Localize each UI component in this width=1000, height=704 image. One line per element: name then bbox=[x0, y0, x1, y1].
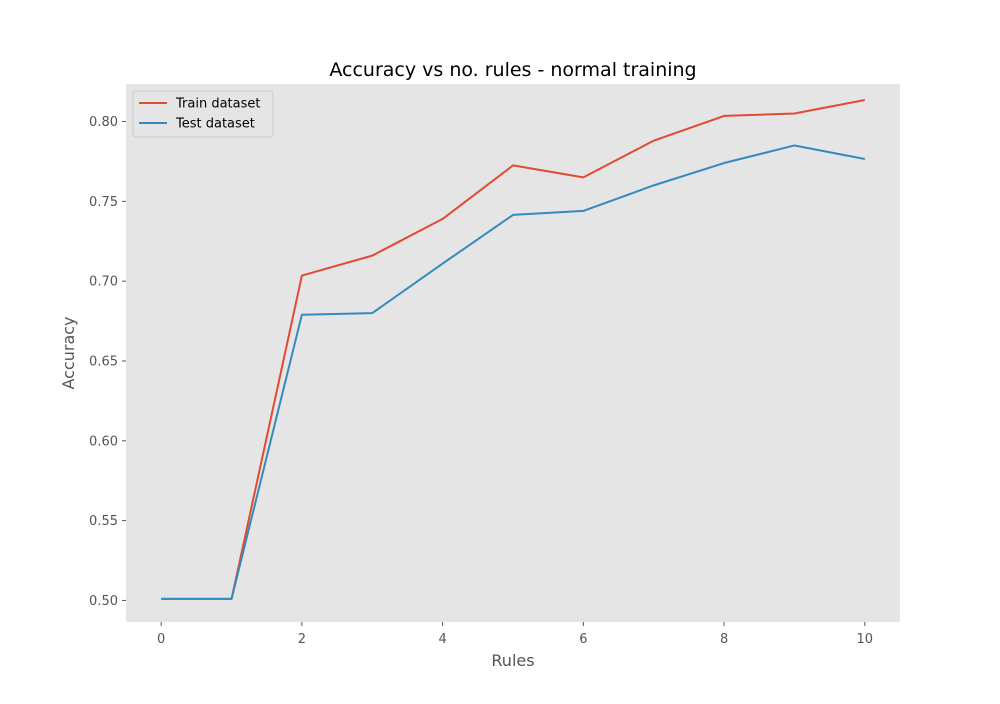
x-tick-label: 4 bbox=[438, 632, 446, 647]
chart-title: Accuracy vs no. rules - normal training bbox=[329, 59, 696, 81]
x-axis-ticks: 0 2 4 6 8 10 bbox=[157, 622, 873, 647]
x-tick-label: 10 bbox=[857, 632, 874, 647]
x-tick-label: 2 bbox=[298, 632, 306, 647]
y-tick-label: 0.80 bbox=[89, 115, 118, 130]
y-axis-label: Accuracy bbox=[59, 316, 78, 389]
x-tick-label: 8 bbox=[720, 632, 728, 647]
plot-area bbox=[126, 84, 900, 622]
y-tick-label: 0.65 bbox=[89, 354, 118, 369]
legend-label: Test dataset bbox=[175, 117, 255, 132]
series-line-train bbox=[161, 98, 866, 600]
x-tick-label: 6 bbox=[579, 632, 587, 647]
legend: Train dataset Test dataset bbox=[132, 90, 274, 138]
legend-box bbox=[132, 90, 274, 138]
series-lines bbox=[161, 98, 866, 600]
y-tick-label: 0.55 bbox=[89, 514, 118, 529]
x-axis-label: Rules bbox=[491, 651, 534, 670]
series-line-test bbox=[161, 144, 866, 600]
y-tick-label: 0.75 bbox=[89, 195, 118, 210]
y-tick-label: 0.60 bbox=[89, 434, 118, 449]
legend-label: Train dataset bbox=[175, 97, 260, 112]
y-tick-label: 0.50 bbox=[89, 594, 118, 609]
x-tick-label: 0 bbox=[157, 632, 165, 647]
y-axis-ticks: 0.50 0.55 0.60 0.65 0.70 0.75 0.80 bbox=[89, 115, 126, 609]
y-tick-label: 0.70 bbox=[89, 275, 118, 290]
